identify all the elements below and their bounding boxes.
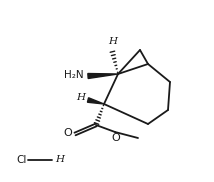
Polygon shape	[88, 98, 104, 104]
Text: O: O	[64, 128, 72, 138]
Text: H: H	[76, 94, 86, 102]
Text: H: H	[108, 37, 117, 46]
Text: H₂N: H₂N	[64, 70, 84, 80]
Text: H: H	[55, 155, 64, 165]
Text: O: O	[112, 133, 120, 143]
Polygon shape	[88, 74, 118, 78]
Text: Cl: Cl	[17, 155, 27, 165]
